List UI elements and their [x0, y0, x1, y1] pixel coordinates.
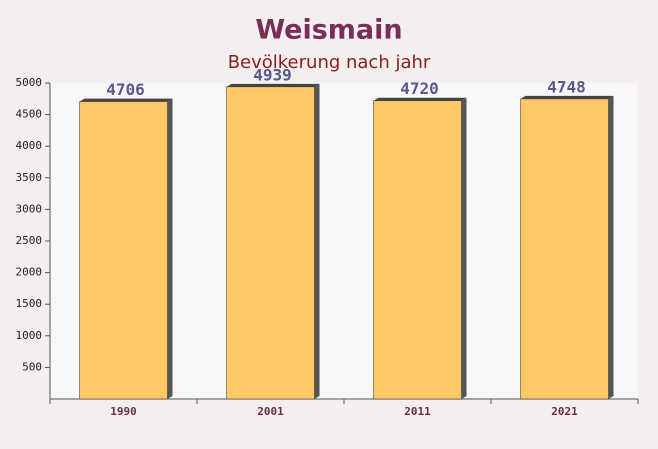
x-tick-label: 1990	[110, 405, 137, 418]
chart-title: Weismain	[255, 15, 402, 46]
x-tick-label: 2021	[551, 405, 578, 418]
y-tick-label: 3000	[16, 202, 43, 215]
y-tick-label: 5000	[16, 76, 43, 89]
x-tick-label: 2011	[404, 405, 431, 418]
bar-top	[226, 83, 320, 87]
value-label: 4748	[547, 77, 586, 96]
y-tick-label: 2500	[16, 234, 43, 247]
bar-shadow	[167, 98, 173, 399]
bar-shadow	[461, 97, 467, 400]
bar	[226, 86, 315, 400]
bar-shadow	[314, 83, 320, 400]
y-tick-label: 1000	[16, 329, 43, 342]
bar	[373, 100, 462, 400]
y-tick-label: 2000	[16, 266, 43, 279]
bar-top	[520, 95, 614, 99]
y-tick-label: 500	[22, 360, 42, 373]
x-tick-label: 2001	[257, 405, 284, 418]
value-label: 4706	[106, 80, 145, 99]
bar-top	[79, 98, 173, 102]
chart-subtitle: Bevölkerung nach jahr	[228, 52, 431, 73]
bar-top	[373, 97, 467, 101]
value-label: 4939	[253, 65, 292, 84]
y-tick-label: 1500	[16, 297, 43, 310]
bar-shadow	[608, 95, 614, 400]
y-tick-label: 4500	[16, 108, 43, 121]
bar	[79, 101, 168, 400]
y-tick-label: 3500	[16, 171, 43, 184]
bar	[520, 98, 609, 400]
value-label: 4720	[400, 79, 439, 98]
y-tick-label: 4000	[16, 139, 43, 152]
